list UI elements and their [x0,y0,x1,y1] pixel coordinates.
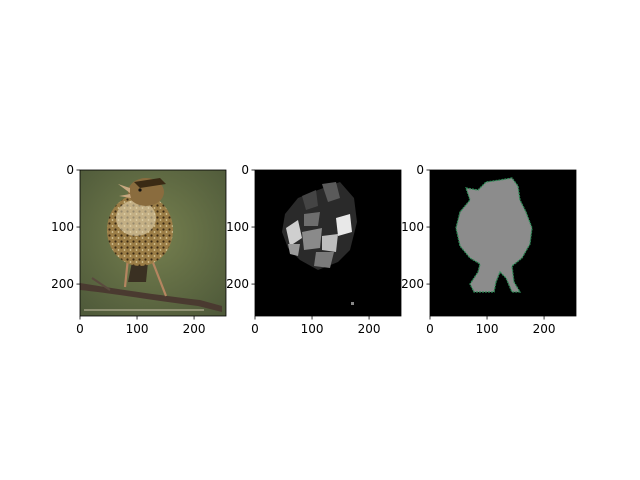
y-tick-label: 200 [226,277,249,291]
x-tick-label: 200 [358,322,381,336]
x-tick-label: 0 [76,322,84,336]
y-tick-label: 100 [401,220,424,234]
x-tick-label: 100 [476,322,499,336]
panel-mask: 0 100 200 0 100 200 [401,163,576,336]
y-tick-label: 100 [226,220,249,234]
mask-image [430,170,576,316]
y-tick-label: 0 [241,163,249,177]
panel-segmentation: 0 100 200 0 100 200 [226,163,401,336]
y-tick-label: 100 [51,220,74,234]
x-tick-label: 0 [426,322,434,336]
y-tick-label: 200 [401,277,424,291]
segmentation-image [255,170,401,316]
x-tick-label: 100 [301,322,324,336]
y-tick-label: 200 [51,277,74,291]
photo-image [80,170,226,316]
x-tick-label: 100 [126,322,149,336]
x-tick-label: 0 [251,322,259,336]
panel-photo: 0 100 200 0 100 200 [51,163,226,336]
x-tick-label: 200 [183,322,206,336]
y-tick-label: 0 [66,163,74,177]
x-tick-label: 200 [533,322,556,336]
y-tick-label: 0 [416,163,424,177]
